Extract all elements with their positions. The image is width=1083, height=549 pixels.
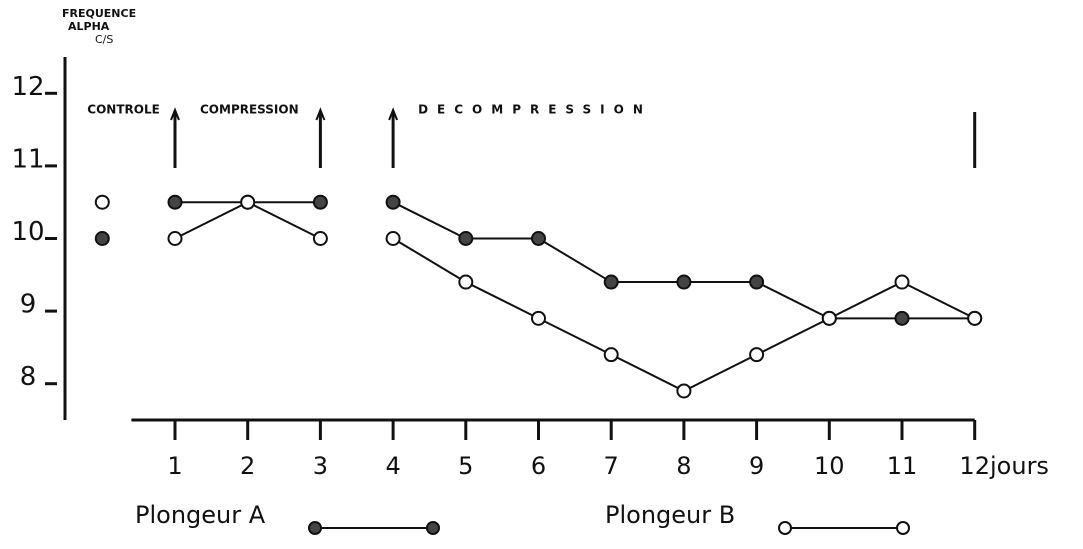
x-tick-label: 1 <box>167 452 182 480</box>
phase-label: DECOMPRESSION <box>418 103 652 117</box>
x-tick-label: 5 <box>458 452 473 480</box>
data-point <box>312 231 328 246</box>
data-point <box>94 194 110 210</box>
x-tick-label: 7 <box>604 452 619 480</box>
phase-label: COMPRESSION <box>200 103 299 117</box>
data-point <box>967 310 983 326</box>
phase-arrow <box>170 107 180 121</box>
data-point <box>385 231 401 246</box>
data-point <box>821 310 837 326</box>
data-point <box>167 231 183 246</box>
y-tick-label: 11 <box>11 144 44 174</box>
y-tick-label: 9 <box>20 290 37 320</box>
x-tick-label: 8 <box>676 452 691 480</box>
data-point <box>531 231 546 246</box>
x-axis-label: jours <box>989 452 1049 480</box>
legend-label: Plongeur B <box>605 501 735 529</box>
legend-marker <box>778 521 792 535</box>
y-tick-label: 12 <box>11 72 44 102</box>
data-point <box>240 194 256 210</box>
y-axis-label: C/S <box>95 33 113 46</box>
legend-marker <box>426 521 440 535</box>
data-point <box>312 194 328 210</box>
data-point <box>749 347 765 363</box>
x-tick-label: 9 <box>749 452 764 480</box>
x-tick-label: 4 <box>385 452 400 480</box>
data-point <box>894 274 910 290</box>
data-point <box>676 383 692 399</box>
phase-arrow <box>315 107 326 121</box>
data-point <box>676 274 692 290</box>
data-point <box>458 274 474 290</box>
legend-marker <box>896 521 910 535</box>
series-line <box>392 201 975 320</box>
x-tick-label: 11 <box>887 452 918 480</box>
data-point <box>458 231 474 246</box>
legend-marker <box>308 521 322 535</box>
y-axis-label: ALPHA <box>68 20 110 33</box>
data-point <box>894 310 910 326</box>
x-tick-label: 3 <box>313 452 328 480</box>
y-axis-label: FREQUENCE <box>62 7 136 20</box>
y-tick-label: 10 <box>11 217 44 247</box>
x-tick-label: 2 <box>240 452 255 480</box>
data-point <box>603 347 619 363</box>
phase-label: CONTROLE <box>87 103 160 117</box>
series-line <box>392 237 976 393</box>
data-point <box>749 274 765 290</box>
data-point <box>94 231 110 246</box>
data-point <box>167 194 183 210</box>
x-tick-label: 12 <box>959 452 990 480</box>
x-tick-label: 6 <box>531 452 546 480</box>
legend-label: Plongeur A <box>135 501 266 529</box>
data-point <box>385 194 401 210</box>
y-tick-label: 8 <box>20 362 37 392</box>
data-point <box>531 310 546 326</box>
x-tick-label: 10 <box>814 452 845 480</box>
data-point <box>603 274 619 290</box>
phase-arrow <box>388 107 399 121</box>
